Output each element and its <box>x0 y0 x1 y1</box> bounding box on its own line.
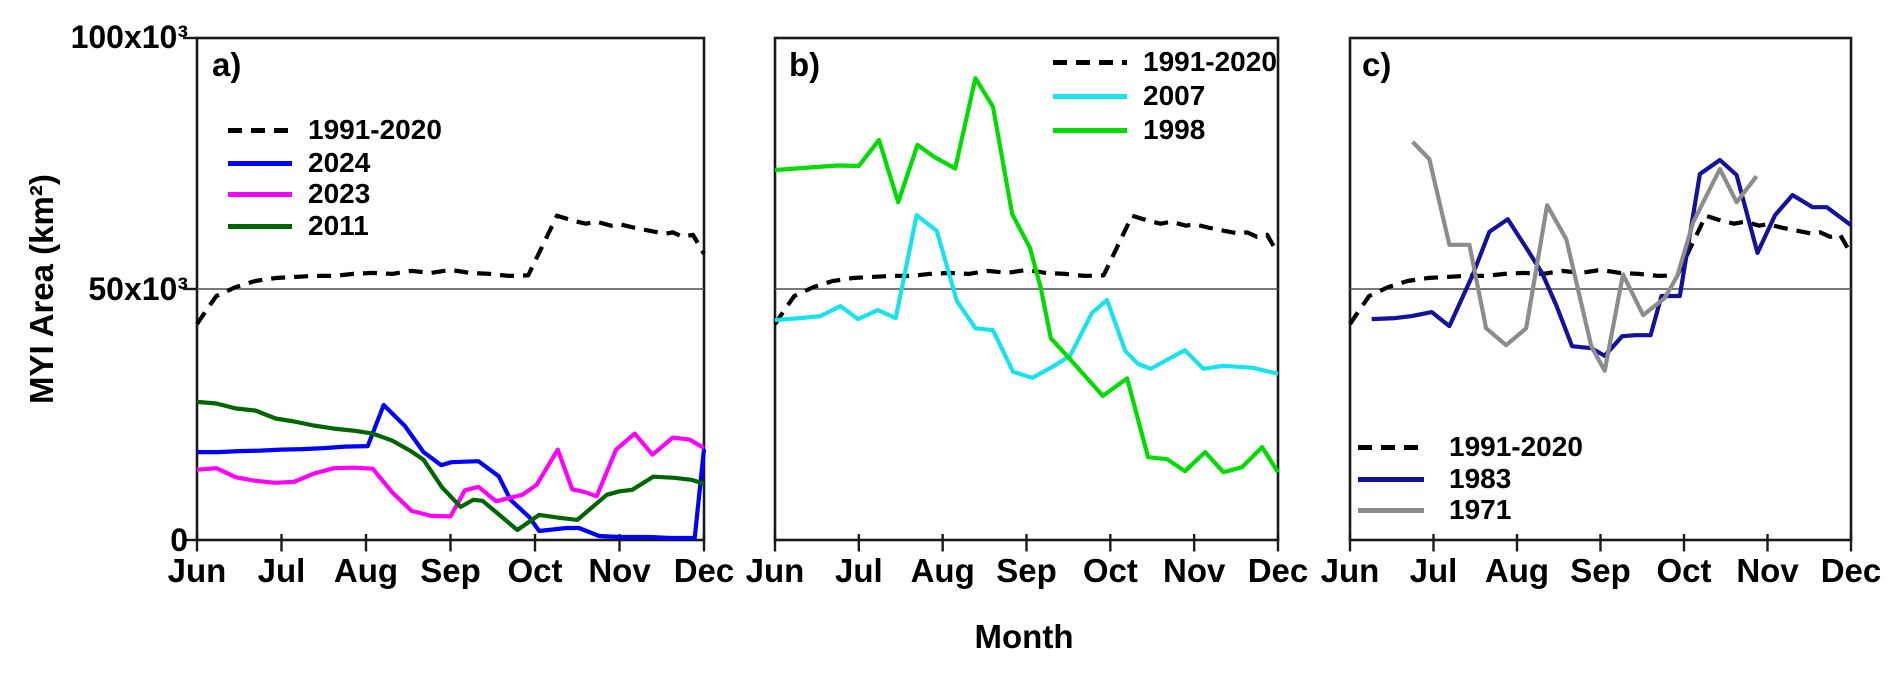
month-label: Jun <box>167 552 227 589</box>
month-label: Sep <box>1570 552 1631 589</box>
legend-label-1991-2020: 1991-2020 <box>308 114 442 145</box>
legend-label-2024: 2024 <box>308 147 371 178</box>
month-label: Jul <box>257 552 306 589</box>
month-label: Nov <box>1162 552 1226 589</box>
legend-label-2023: 2023 <box>308 178 371 209</box>
x-axis-title: Month <box>974 618 1074 655</box>
month-label: Jul <box>1409 552 1458 589</box>
legend-line-1991-2020 <box>228 127 292 133</box>
month-label: Oct <box>507 552 563 589</box>
legend-line-2007 <box>1053 93 1127 99</box>
legend-label-2007: 2007 <box>1143 80 1206 111</box>
series-2007 <box>774 213 1279 380</box>
month-label: Aug <box>1484 552 1550 589</box>
month-label: Dec <box>673 552 735 589</box>
month-label: Sep <box>420 552 481 589</box>
legend-label-1991-2020: 1991-2020 <box>1449 431 1583 462</box>
legend-label-1998: 1998 <box>1143 114 1206 145</box>
panel-letter: b) <box>789 46 821 83</box>
month-label: Nov <box>588 552 651 589</box>
month-label: Jun <box>745 552 805 589</box>
month-label: Aug <box>333 552 399 589</box>
series-1991-2020 <box>195 213 706 326</box>
legend-line-2024 <box>228 160 292 166</box>
legend-label-1971: 1971 <box>1449 494 1512 525</box>
month-label: Oct <box>1656 552 1712 589</box>
month-label: Jun <box>1320 552 1380 589</box>
month-label: Dec <box>1247 552 1309 589</box>
legend-label-1983: 1983 <box>1449 463 1512 494</box>
series-1971 <box>1411 140 1759 373</box>
month-label: Sep <box>996 552 1057 589</box>
series-1998 <box>774 76 1280 475</box>
month-label: Aug <box>910 552 975 589</box>
y-tick-label-0: 0 <box>170 522 188 558</box>
series-2024 <box>197 402 707 541</box>
legend-line-2023 <box>228 191 292 197</box>
month-label: Jul <box>834 552 883 589</box>
y-tick-label-50: 50x10³ <box>88 271 188 307</box>
series-2023 <box>196 431 706 519</box>
series-1991-2020 <box>1348 213 1853 326</box>
legend-line-2011 <box>228 223 292 229</box>
series-2011 <box>196 399 705 533</box>
legend-label-1991-2020: 1991-2020 <box>1143 46 1277 77</box>
panel-letter: a) <box>212 46 242 83</box>
legend-line-1971 <box>1358 507 1424 513</box>
panel-letter: c) <box>1362 46 1392 83</box>
series-1991-2020 <box>773 213 1280 326</box>
month-label: Nov <box>1736 552 1799 589</box>
legend-line-1991-2020 <box>1358 444 1424 450</box>
legend-line-1983 <box>1358 476 1424 482</box>
month-label: Dec <box>1820 552 1882 589</box>
y-tick-label-100: 100x10³ <box>70 19 188 55</box>
legend-line-1991-2020 <box>1053 59 1127 65</box>
legend-line-1998 <box>1053 127 1127 133</box>
legend-label-2011: 2011 <box>308 210 369 241</box>
series-1983 <box>1371 157 1853 358</box>
month-label: Oct <box>1082 552 1138 589</box>
